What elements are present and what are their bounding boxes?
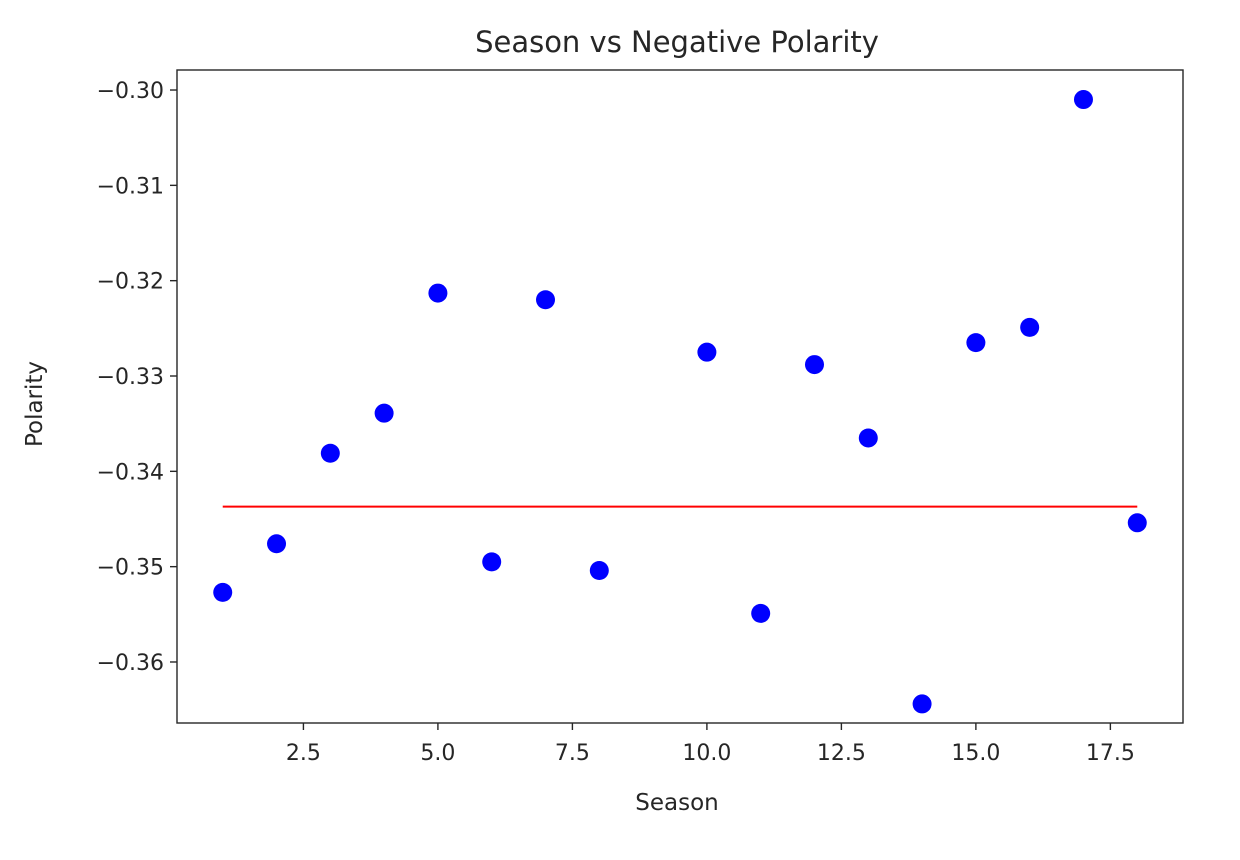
data-point	[589, 560, 609, 580]
x-tick-label: 7.5	[555, 741, 590, 766]
data-point	[1020, 317, 1040, 337]
data-point	[374, 403, 394, 423]
data-point	[320, 443, 340, 463]
y-tick-label: −0.36	[97, 651, 164, 676]
y-tick-label: −0.35	[97, 556, 164, 581]
y-tick-label: −0.30	[97, 79, 164, 104]
x-axis: 2.5 5.0 7.5 10.0 12.5 15.0 17.5	[286, 723, 1135, 766]
plot-layer	[213, 90, 1147, 714]
data-point	[1127, 513, 1147, 533]
x-tick-label: 10.0	[682, 741, 731, 766]
y-tick-label: −0.33	[97, 365, 164, 390]
x-tick-label: 2.5	[286, 741, 321, 766]
data-point	[804, 355, 824, 375]
data-point	[858, 428, 878, 448]
x-tick-label: 5.0	[420, 741, 455, 766]
data-point	[536, 290, 556, 310]
x-tick-label: 17.5	[1086, 741, 1135, 766]
y-tick-label: −0.31	[97, 174, 164, 199]
data-point	[428, 283, 448, 303]
chart-title: Season vs Negative Polarity	[475, 25, 879, 59]
data-point	[482, 552, 502, 572]
y-tick-label: −0.32	[97, 270, 164, 295]
y-tick-label: −0.34	[97, 460, 164, 485]
x-tick-label: 15.0	[951, 741, 1000, 766]
data-point	[912, 694, 932, 714]
data-point	[697, 342, 717, 362]
y-axis: −0.30 −0.31 −0.32 −0.33 −0.34 −0.35 −0.36	[97, 79, 177, 676]
data-point	[213, 582, 233, 602]
x-tick-label: 12.5	[817, 741, 866, 766]
plot-frame	[176, 69, 1184, 724]
data-point	[1073, 90, 1093, 110]
x-axis-label: Season	[635, 790, 718, 816]
data-point	[966, 333, 986, 353]
data-point	[751, 603, 771, 623]
data-point	[267, 534, 287, 554]
y-axis-label: Polarity	[22, 361, 48, 447]
